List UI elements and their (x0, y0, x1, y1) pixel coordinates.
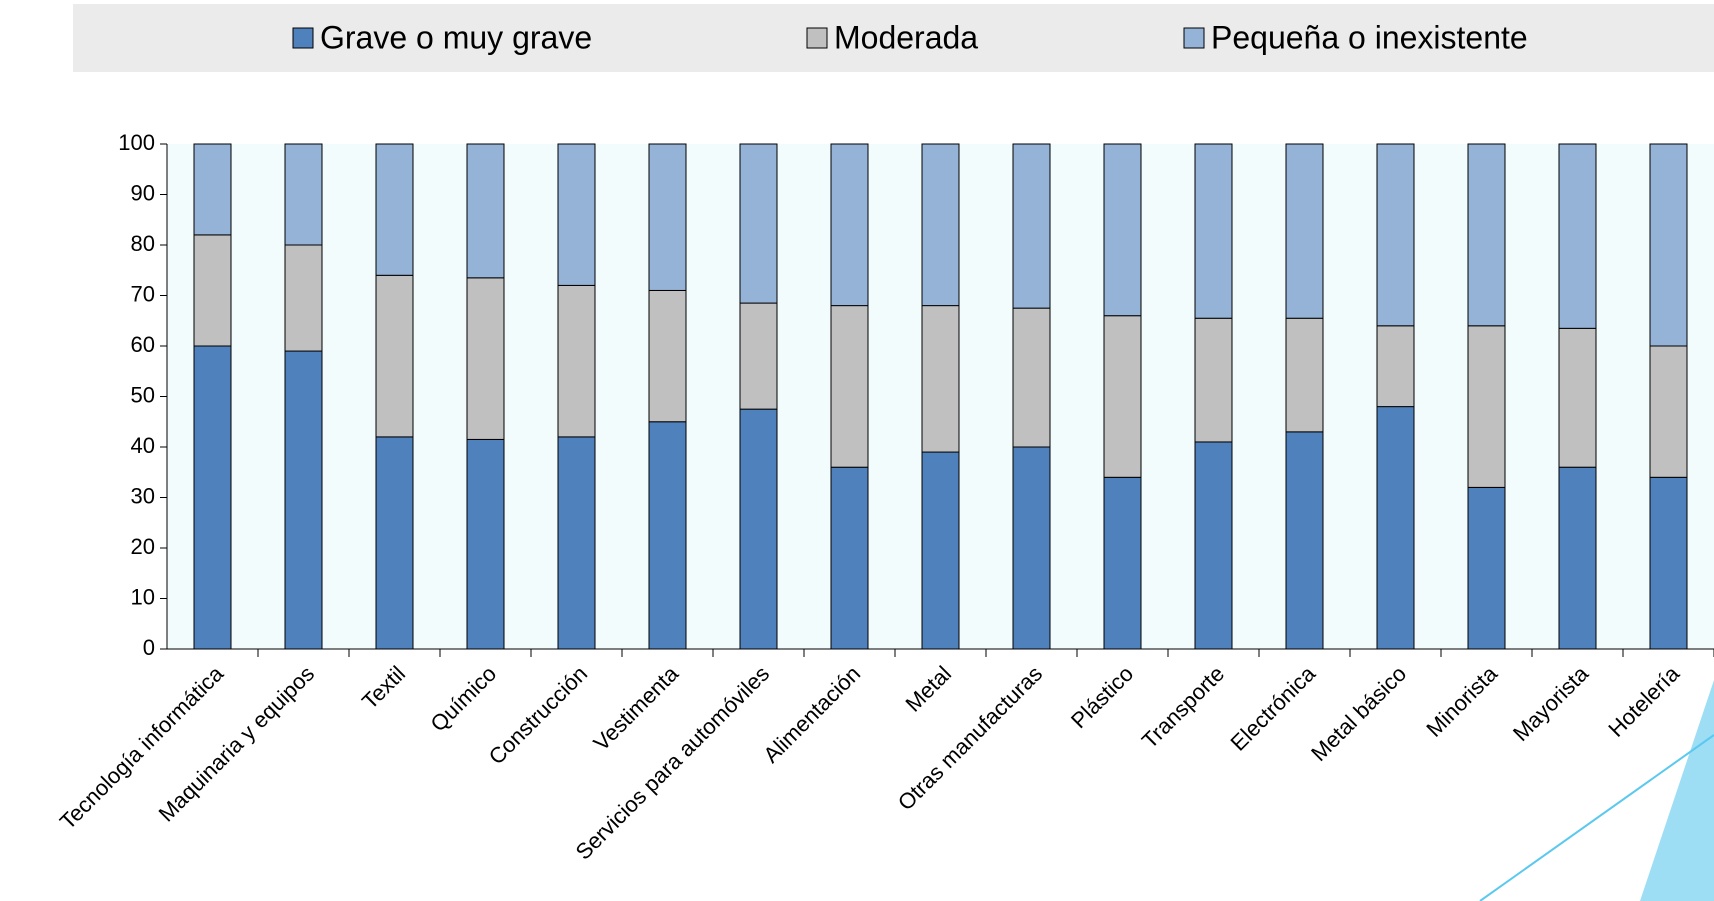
bar-segment (1558, 466, 1597, 650)
bar-segment (284, 244, 323, 352)
bar-segment (830, 466, 869, 650)
legend-label: Pequeña o inexistente (1211, 19, 1528, 55)
decoration (1640, 680, 1714, 901)
bar-segment (921, 305, 960, 453)
y-tick-label: 30 (131, 483, 155, 508)
bar-segment (557, 143, 596, 286)
y-tick-label: 0 (143, 635, 155, 660)
y-tick-label: 100 (118, 130, 155, 155)
legend-label: Moderada (834, 19, 978, 55)
bar-segment (466, 438, 505, 650)
decoration (1479, 734, 1714, 901)
x-tick-label: Vestimenta (589, 660, 684, 755)
legend-swatch (1183, 27, 1205, 49)
legend-band (73, 4, 1714, 72)
x-tick-label: Construcción (484, 661, 592, 769)
bar-segment (1649, 345, 1688, 478)
bar-segment (1649, 143, 1688, 347)
bar-segment (1194, 441, 1233, 650)
x-tick-label: Químico (426, 661, 502, 737)
bar-segment (739, 408, 778, 650)
x-tick-label: Metal (900, 661, 956, 717)
y-tick-label: 60 (131, 332, 155, 357)
bar-segment (375, 274, 414, 438)
y-tick-label: 10 (131, 584, 155, 609)
x-tick-label: Textil (357, 661, 410, 714)
bar-segment (193, 143, 232, 236)
bar-segment (1012, 307, 1051, 448)
bar-segment (284, 143, 323, 246)
bar-segment (1376, 406, 1415, 650)
bar-segment (1467, 486, 1506, 650)
bar-segment (1467, 143, 1506, 327)
x-tick-label: Maquinaria y equipos (154, 661, 320, 827)
bar-segment (648, 143, 687, 291)
bar-segment (648, 289, 687, 423)
y-tick-label: 40 (131, 433, 155, 458)
bar-segment (648, 421, 687, 650)
x-tick-label: Tecnología informática (55, 660, 229, 834)
legend-swatch (806, 27, 828, 49)
bar-segment (1467, 325, 1506, 488)
bar-segment (1012, 446, 1051, 650)
bar-segment (830, 305, 869, 468)
bar-segment (375, 436, 414, 650)
bar-segment (466, 143, 505, 279)
bar-segment (1376, 143, 1415, 327)
y-tick-label: 20 (131, 534, 155, 559)
bar-segment (466, 277, 505, 440)
bar-segment (193, 234, 232, 347)
bar-segment (1558, 327, 1597, 468)
bar-segment (375, 143, 414, 276)
x-tick-label: Minorista (1421, 660, 1502, 741)
bar-segment (1376, 325, 1415, 408)
x-tick-label: Hotelería (1603, 660, 1684, 741)
x-tick-label: Alimentación (758, 661, 865, 768)
bar-segment (193, 345, 232, 650)
bar-segment (284, 350, 323, 650)
bar-segment (1558, 143, 1597, 329)
legend-swatch (292, 27, 314, 49)
bar-segment (1285, 317, 1324, 433)
bar-segment (1649, 476, 1688, 650)
legend-label: Grave o muy grave (320, 19, 592, 55)
bar-segment (1103, 315, 1142, 478)
bar-segment (1194, 143, 1233, 319)
bar-segment (1012, 143, 1051, 309)
x-tick-label: Transporte (1137, 661, 1229, 753)
bar-segment (1103, 476, 1142, 650)
x-tick-label: Plástico (1066, 661, 1138, 733)
y-tick-label: 80 (131, 231, 155, 256)
bar-segment (830, 143, 869, 307)
y-tick-label: 50 (131, 382, 155, 407)
y-tick-label: 70 (131, 281, 155, 306)
bar-segment (739, 143, 778, 304)
bar-segment (921, 451, 960, 650)
bar-segment (1285, 431, 1324, 650)
x-tick-label: Metal básico (1306, 661, 1411, 766)
bar-segment (557, 284, 596, 438)
bar-segment (1103, 143, 1142, 317)
x-tick-label: Mayorista (1508, 660, 1594, 746)
bar-segment (557, 436, 596, 650)
x-tick-label: Electrónica (1226, 660, 1321, 755)
bar-segment (1194, 317, 1233, 443)
y-tick-label: 90 (131, 180, 155, 205)
bar-segment (1285, 143, 1324, 319)
x-tick-label: Servicios para automóviles (571, 661, 775, 865)
bar-segment (921, 143, 960, 307)
bar-segment (739, 302, 778, 410)
